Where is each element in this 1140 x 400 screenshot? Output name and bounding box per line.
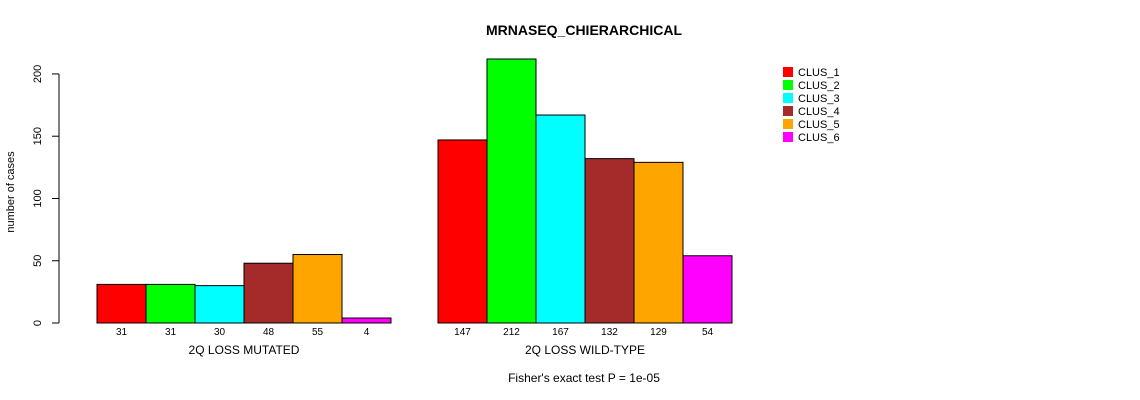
legend-swatch: [783, 119, 793, 129]
bar-count-label: 30: [214, 327, 226, 338]
bar-clus-1-group-2: [437, 139, 488, 324]
y-tick-label: 100: [32, 189, 44, 207]
bar-clus-6-group-2: [682, 255, 733, 324]
bar-clus-4-group-1: [243, 262, 294, 324]
bar-count-label: 129: [650, 327, 667, 338]
legend-label: CLUS_2: [798, 80, 840, 92]
bar-count-label: 4: [364, 327, 370, 338]
bar-clus-3-group-2: [535, 114, 586, 324]
legend-label: CLUS_4: [798, 106, 840, 118]
chart-title: MRNASEQ_CHIERARCHICAL: [486, 22, 682, 38]
bar-clus-1-group-1: [96, 283, 147, 324]
bar-clus-3-group-1: [194, 285, 245, 324]
bar-clus-5-group-1: [292, 254, 343, 324]
legend-swatch: [783, 93, 793, 103]
bar-count-label: 31: [165, 327, 177, 338]
bar-count-label: 132: [601, 327, 618, 338]
y-tick-label: 50: [32, 255, 44, 267]
bars: [96, 58, 733, 324]
group-labels: 2Q LOSS MUTATED 2Q LOSS WILD-TYPE: [189, 343, 645, 357]
bar-count-label: 147: [454, 327, 471, 338]
legend-swatch: [783, 132, 793, 142]
group-label: 2Q LOSS MUTATED: [189, 343, 300, 357]
legend-swatch: [783, 106, 793, 116]
legend-label: CLUS_1: [798, 67, 840, 79]
bar-count-label: 212: [503, 327, 520, 338]
count-labels: 31 31 30 48 55 4 147 212 167 132 129 54: [116, 327, 714, 338]
legend-label: CLUS_5: [798, 119, 840, 131]
bar-count-label: 31: [116, 327, 128, 338]
legend-label: CLUS_6: [798, 132, 840, 144]
bar-count-label: 48: [263, 327, 275, 338]
y-tick-label: 150: [32, 127, 44, 145]
legend-swatch: [783, 67, 793, 77]
y-axis: 0 50 100 150 200: [32, 65, 60, 326]
bar-count-label: 167: [552, 327, 569, 338]
bar-count-label: 54: [702, 327, 714, 338]
legend-swatch: [783, 80, 793, 90]
legend-label: CLUS_3: [798, 93, 840, 105]
bar-clus-6-group-1: [341, 317, 392, 324]
bar-clus-2-group-1: [145, 283, 196, 324]
fisher-test-note: Fisher's exact test P = 1e-05: [508, 371, 660, 385]
bar-clus-4-group-2: [584, 158, 635, 324]
y-axis-label: number of cases: [5, 151, 17, 233]
bar-clus-5-group-2: [633, 161, 684, 324]
group-label: 2Q LOSS WILD-TYPE: [525, 343, 645, 357]
y-tick-label: 0: [32, 320, 44, 326]
bar-clus-2-group-2: [486, 58, 537, 324]
y-tick-label: 200: [32, 65, 44, 83]
bar-count-label: 55: [312, 327, 324, 338]
